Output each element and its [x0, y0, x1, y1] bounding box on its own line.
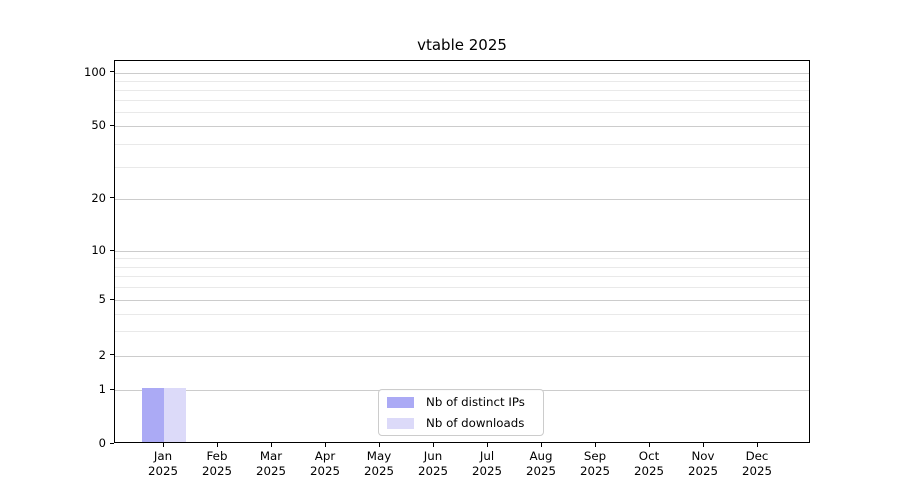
y-tick [110, 298, 114, 300]
x-tick-label: Aug 2025 [511, 449, 571, 479]
legend-item: Nb of downloads [387, 414, 535, 433]
y-gridline-minor [115, 266, 809, 268]
y-gridline-major [115, 355, 809, 357]
y-tick [110, 388, 114, 390]
y-gridline-minor [115, 313, 809, 315]
y-tick [110, 354, 114, 356]
x-tick-label-year: 2025 [417, 464, 449, 478]
y-gridline-minor [115, 276, 809, 278]
y-tick-label: 2 [98, 347, 106, 362]
y-gridline-major [115, 251, 809, 252]
x-tick-label-month: Jul [479, 449, 495, 463]
y-tick [110, 442, 114, 444]
x-tick-label-month: Jan [153, 449, 173, 463]
x-tick-label-month: Aug [529, 449, 553, 463]
x-tick-label: Apr 2025 [295, 449, 355, 479]
x-tick-label-year: 2025 [687, 464, 719, 478]
x-tick-label: Jan 2025 [133, 449, 193, 479]
x-tick [163, 443, 164, 447]
y-tick-label: 100 [84, 64, 106, 79]
x-tick-label: Oct 2025 [619, 449, 679, 479]
x-tick [325, 443, 326, 447]
x-tick-label-year: 2025 [741, 464, 773, 478]
x-tick-label-month: Nov [691, 449, 715, 463]
y-gridline-minor [115, 90, 809, 91]
y-gridline-minor [115, 331, 809, 333]
x-tick-label-month: Feb [206, 449, 228, 463]
y-gridline-major [115, 72, 809, 74]
y-tick-label: 5 [98, 292, 106, 306]
y-gridline-minor [115, 287, 809, 289]
y-gridline-minor [115, 143, 809, 145]
x-tick [541, 443, 542, 447]
legend-swatch-icon [387, 417, 414, 429]
x-tick-label-month: Sep [583, 449, 607, 463]
x-tick-label-year: 2025 [309, 464, 341, 478]
x-tick-label-month: Mar [259, 449, 283, 463]
x-tick-label-month: Apr [314, 449, 336, 463]
x-tick-label: May 2025 [349, 449, 409, 479]
y-gridline-minor [115, 81, 809, 82]
x-tick [379, 443, 380, 447]
y-gridline-major [115, 300, 809, 301]
y-tick-label: 1 [98, 382, 106, 396]
x-tick-label: Dec 2025 [727, 449, 787, 479]
x-tick-label: Jul 2025 [457, 449, 517, 479]
x-tick [487, 443, 488, 447]
y-tick-label: 10 [91, 243, 106, 257]
y-gridline-minor [115, 258, 809, 260]
x-tick-label-year: 2025 [363, 464, 395, 478]
legend-item-label: Nb of distinct IPs [426, 394, 525, 409]
x-tick [271, 443, 272, 447]
x-tick-label-month: Jun [423, 449, 443, 463]
x-tick [595, 443, 596, 447]
bar-series0-jan [142, 388, 164, 442]
x-tick-label-year: 2025 [633, 464, 665, 478]
x-tick [649, 443, 650, 447]
y-tick [110, 249, 114, 251]
x-tick-label: Mar 2025 [241, 449, 301, 479]
x-tick [757, 443, 758, 447]
x-tick-label-month: Oct [638, 449, 660, 463]
x-tick-label-year: 2025 [579, 464, 611, 478]
x-tick-label-year: 2025 [255, 464, 287, 478]
x-tick-label-month: Dec [745, 449, 769, 463]
legend-swatch-icon [387, 396, 414, 408]
y-gridline-minor [115, 100, 809, 102]
y-gridline-minor [115, 112, 809, 114]
x-tick [433, 443, 434, 447]
y-gridline-major [115, 126, 809, 128]
y-tick-label: 0 [98, 436, 106, 450]
x-tick-label-year: 2025 [201, 464, 233, 478]
y-gridline-major [115, 198, 809, 200]
x-tick-label-year: 2025 [471, 464, 503, 478]
y-tick [110, 124, 114, 126]
bar-series1-jan [164, 388, 186, 442]
y-tick-label: 20 [91, 190, 106, 205]
x-tick-label-year: 2025 [147, 464, 179, 478]
y-tick-label: 50 [91, 118, 106, 133]
x-tick [703, 443, 704, 447]
y-tick [110, 197, 114, 199]
x-tick-label-year: 2025 [525, 464, 557, 478]
legend: Nb of distinct IPs Nb of downloads [378, 389, 544, 436]
legend-item: Nb of distinct IPs [387, 393, 535, 412]
plot-area [114, 60, 810, 443]
chart-title: vtable 2025 [417, 36, 507, 54]
x-tick-label: Feb 2025 [187, 449, 247, 479]
x-tick-label: Sep 2025 [565, 449, 625, 479]
legend-item-label: Nb of downloads [426, 415, 525, 430]
x-tick-label: Nov 2025 [673, 449, 733, 479]
y-tick [110, 71, 114, 73]
y-gridline-minor [115, 166, 809, 168]
x-tick-label-month: May [366, 449, 392, 463]
x-tick-label: Jun 2025 [403, 449, 463, 479]
x-tick [217, 443, 218, 447]
